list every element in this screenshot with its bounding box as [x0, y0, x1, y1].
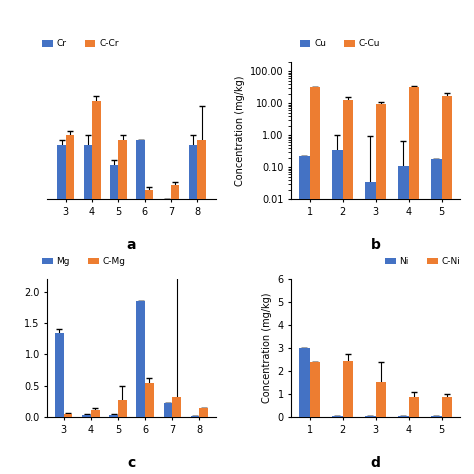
Bar — [365, 416, 375, 417]
Bar — [189, 145, 197, 200]
Legend: Mg, C-Mg: Mg, C-Mg — [38, 254, 129, 270]
Text: a: a — [127, 238, 137, 252]
Legend: Cr, C-Cr: Cr, C-Cr — [38, 36, 122, 52]
Bar — [84, 145, 92, 200]
Legend: Cu, C-Cu: Cu, C-Cu — [296, 36, 383, 52]
Bar — [92, 101, 100, 200]
Text: b: b — [371, 238, 381, 252]
Bar — [64, 414, 73, 417]
Bar — [409, 87, 419, 474]
Bar — [145, 190, 153, 200]
Bar — [145, 383, 154, 417]
Text: c: c — [128, 456, 136, 470]
Legend: Ni, C-Ni: Ni, C-Ni — [381, 254, 464, 270]
Bar — [442, 397, 452, 417]
Bar — [55, 333, 64, 417]
Bar — [299, 348, 310, 417]
Bar — [137, 140, 145, 200]
Bar — [431, 159, 442, 474]
Bar — [398, 416, 409, 417]
Bar — [431, 416, 442, 417]
Bar — [398, 166, 409, 474]
Bar — [299, 156, 310, 474]
Bar — [118, 140, 127, 200]
Bar — [171, 185, 180, 200]
Bar — [365, 182, 375, 474]
Bar — [197, 140, 206, 200]
Bar — [172, 397, 181, 417]
Bar — [82, 415, 91, 417]
Bar — [66, 136, 74, 200]
Bar — [343, 100, 353, 474]
Bar — [310, 87, 320, 474]
Bar — [118, 400, 127, 417]
Y-axis label: Concentration (mg/kg): Concentration (mg/kg) — [235, 75, 245, 186]
Bar — [109, 415, 118, 417]
Bar — [164, 403, 172, 417]
Bar — [57, 145, 66, 200]
Bar — [343, 361, 353, 417]
Bar — [442, 96, 452, 474]
Bar — [409, 397, 419, 417]
Bar — [91, 410, 100, 417]
Bar — [110, 165, 118, 200]
Bar — [375, 382, 386, 417]
Bar — [200, 409, 208, 417]
Bar — [332, 416, 343, 417]
Text: d: d — [371, 456, 381, 470]
Y-axis label: Concentration (mg/kg): Concentration (mg/kg) — [262, 293, 272, 403]
Bar — [332, 150, 343, 474]
Bar — [310, 363, 320, 417]
Bar — [137, 301, 145, 417]
Bar — [375, 104, 386, 474]
